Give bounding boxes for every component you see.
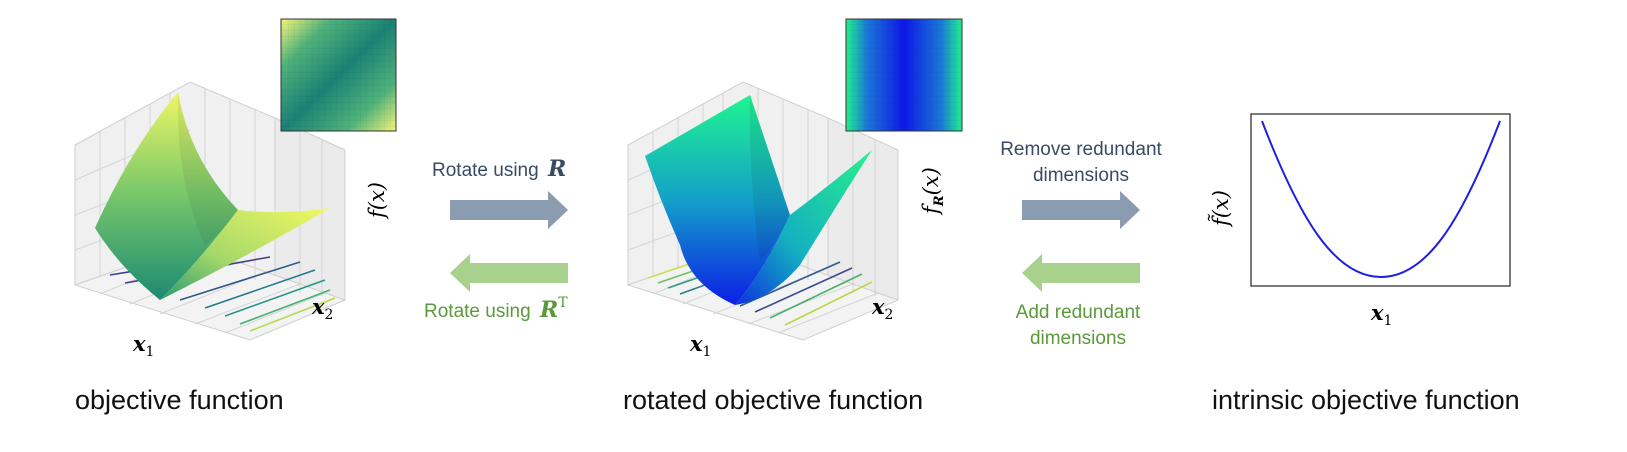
middle-surface-front (645, 95, 790, 305)
remove-dimensions-arrow (1022, 191, 1140, 229)
caption-intrinsic-objective-function: intrinsic objective function (1212, 385, 1520, 415)
add-dimensions-line2: dimensions (1030, 328, 1126, 349)
add-dimensions-group: Add redundant dimensions (1016, 254, 1141, 349)
rotate-back-arrow (450, 254, 568, 292)
left-surface-front (95, 92, 238, 300)
right-plot-frame (1250, 113, 1511, 287)
left-side-pane (274, 117, 346, 301)
remove-dimensions-group: Remove redundant dimensions (1000, 139, 1163, 229)
middle-fR-label: fR(x) (919, 167, 947, 216)
left-heatmap-inset (280, 18, 397, 132)
middle-x1-label: x1 (689, 331, 711, 360)
left-surface-right (160, 208, 330, 300)
left-x2-label: x2 (311, 294, 333, 323)
right-2d-plot: x1 f̃(x) (1208, 113, 1511, 329)
middle-3d-plot: x1 x2 fR(x) (626, 81, 947, 360)
rotate-forward-group: Rotate using R (432, 156, 568, 229)
left-fx-label: f(x) (365, 182, 389, 220)
right-x1-label: x1 (1370, 300, 1392, 329)
left-surface-shade (177, 92, 238, 245)
middle-surface-shade (749, 95, 790, 262)
remove-dimensions-line2: dimensions (1033, 165, 1129, 186)
middle-heatmap-inset (845, 18, 963, 132)
middle-surface-right (735, 150, 872, 305)
left-x1-label: x1 (132, 331, 154, 360)
add-dimensions-arrow (1022, 254, 1140, 292)
middle-x2-label: x2 (871, 294, 893, 323)
rotate-back-group: Rotate using RT (424, 254, 568, 323)
right-curve (1261, 120, 1501, 279)
add-dimensions-line1: Add redundant (1016, 302, 1141, 323)
caption-objective-function: objective function (75, 385, 284, 415)
right-ftilde-label: f̃(x) (1208, 190, 1233, 228)
caption-rotated-objective-function: rotated objective function (623, 385, 923, 415)
remove-dimensions-line1: Remove redundant (1000, 139, 1162, 160)
rotate-forward-label: Rotate using R (432, 156, 566, 182)
rotate-forward-arrow (450, 191, 568, 229)
left-3d-plot: x1 x2 f(x) (73, 81, 389, 360)
rotate-back-label: Rotate using RT (424, 295, 568, 323)
middle-side-pane (827, 117, 899, 301)
